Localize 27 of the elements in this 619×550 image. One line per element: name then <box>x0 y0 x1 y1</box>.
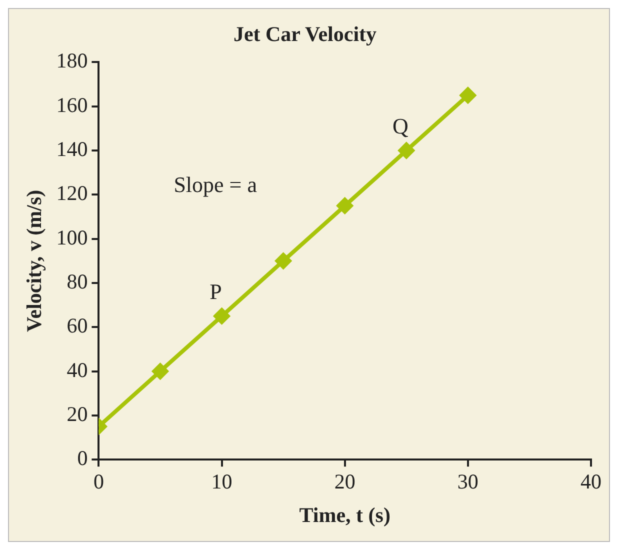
point <box>398 142 414 159</box>
point <box>275 252 292 269</box>
x-tick-label: 20 <box>334 470 356 494</box>
point <box>460 87 476 104</box>
y-tick-label: 40 <box>66 358 88 382</box>
y-tick-label: 60 <box>66 314 88 338</box>
x-tick-label: 30 <box>457 470 478 494</box>
y-tick-label: 100 <box>56 225 88 250</box>
point <box>214 308 230 324</box>
y-axis-title: Velocity, v (m/s) <box>22 190 46 332</box>
annotation: Slope = a <box>174 172 258 197</box>
x-tick-label: 0 <box>93 470 104 494</box>
y-tick-label: 140 <box>56 137 88 162</box>
x-tick-label: 40 <box>580 470 602 494</box>
x-axis-title: Time, t (s) <box>299 502 390 527</box>
y-tick-label: 120 <box>56 181 88 206</box>
y-tick-label: 80 <box>66 269 88 294</box>
annotation: P <box>210 278 222 304</box>
y-tick-label: 180 <box>56 48 88 73</box>
x-tick-label: 10 <box>211 470 232 494</box>
point <box>336 198 353 214</box>
chart-title: Jet Car Velocity <box>233 22 378 46</box>
y-tick-label: 20 <box>66 402 88 426</box>
annotation: Q <box>392 113 408 138</box>
point <box>152 363 168 380</box>
y-tick-label: 0 <box>77 446 88 470</box>
y-tick-label: 160 <box>56 92 88 117</box>
